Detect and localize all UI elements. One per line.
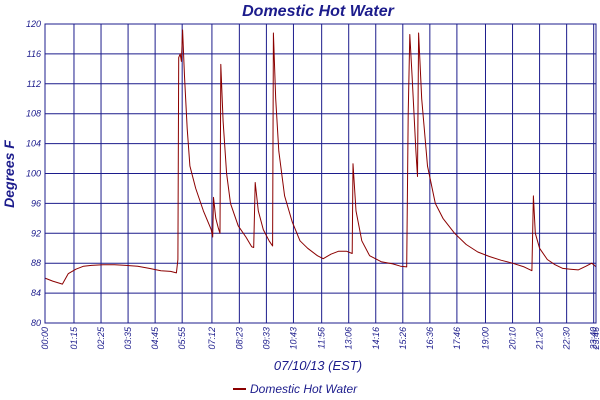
y-axis-label: Degrees F	[1, 140, 17, 208]
grid	[44, 23, 597, 324]
x-tick-label: 19:00	[480, 327, 490, 350]
legend-label: Domestic Hot Water	[250, 382, 358, 396]
x-tick-label: 22:30	[562, 327, 572, 351]
y-tick-label: 84	[31, 288, 41, 298]
plot-frame	[44, 23, 597, 324]
x-tick-label: 21:20	[535, 327, 545, 351]
x-tick-label: 05:55	[177, 326, 187, 350]
x-axis-label: 07/10/13 (EST)	[274, 358, 362, 373]
x-ticks: 00:00 01:15 02:25 03:35 04:45 05:55 07:12 08:23…	[40, 326, 600, 351]
x-tick-label: 03:35	[123, 326, 133, 350]
x-tick-label: 02:25	[96, 326, 106, 350]
y-tick-label: 80	[31, 318, 41, 328]
y-tick-label: 116	[27, 49, 41, 59]
y-tick-label: 100	[26, 169, 41, 179]
x-tick-label: 00:00	[40, 327, 50, 350]
x-tick-label: 23:46	[591, 327, 600, 351]
x-tick-label: 17:46	[452, 327, 462, 350]
x-tick-label: 20:10	[508, 327, 518, 351]
y-tick-label: 88	[31, 258, 41, 268]
y-tick-label: 92	[31, 228, 41, 238]
y-tick-label: 96	[31, 198, 41, 208]
x-tick-label: 01:15	[69, 326, 79, 350]
x-tick-label: 23:40	[589, 327, 599, 351]
y-tick-label: 120	[26, 19, 41, 29]
x-tick-label: 07:12	[207, 327, 217, 350]
y-tick-label: 108	[26, 109, 41, 119]
x-tick-label: 09:33	[261, 327, 271, 350]
x-tick-label: 11:56	[317, 327, 327, 349]
y-ticks: 80 84 88 92 96 100 104 108 112 116 120	[26, 19, 41, 328]
legend: Domestic Hot Water	[233, 382, 358, 396]
x-tick-label: 04:45	[150, 326, 160, 350]
x-tick-label: 15:26	[398, 327, 408, 350]
x-tick-label: 16:36	[425, 327, 435, 350]
x-tick-label: 14:16	[371, 327, 381, 350]
x-tick-label: 13:06	[344, 327, 354, 350]
y-tick-label: 112	[27, 79, 41, 89]
x-tick-label: 08:23	[234, 327, 244, 350]
series-line	[44, 29, 597, 285]
x-tick-label: 10:43	[288, 327, 298, 350]
y-tick-label: 104	[26, 139, 41, 149]
chart-title: Domestic Hot Water	[242, 3, 395, 20]
